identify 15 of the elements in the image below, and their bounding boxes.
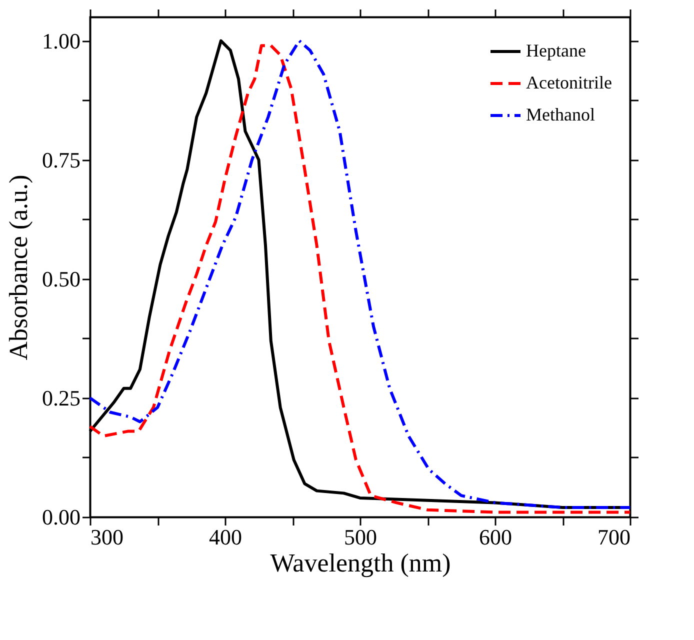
x-tick-label: 600 [479, 524, 512, 550]
y-tick-label: 0.25 [42, 385, 80, 410]
legend-label: Methanol [526, 104, 595, 124]
x-tick-label: 400 [209, 524, 242, 550]
y-tick-label: 0.50 [42, 266, 80, 292]
x-tick-label: 300 [90, 524, 124, 550]
legend-label: Heptane [526, 40, 586, 60]
legend-label: Acetonitrile [526, 72, 612, 92]
y-axis-title: Absorbance (a.u.) [4, 174, 33, 360]
y-tick-label: 1.00 [42, 28, 80, 54]
y-tick-label: 0.00 [42, 504, 80, 530]
x-axis-title: Wavelength (nm) [270, 548, 451, 578]
y-tick-label: 0.75 [42, 147, 80, 172]
x-tick-label: 500 [344, 524, 377, 550]
x-tick-label: 700 [598, 524, 630, 550]
